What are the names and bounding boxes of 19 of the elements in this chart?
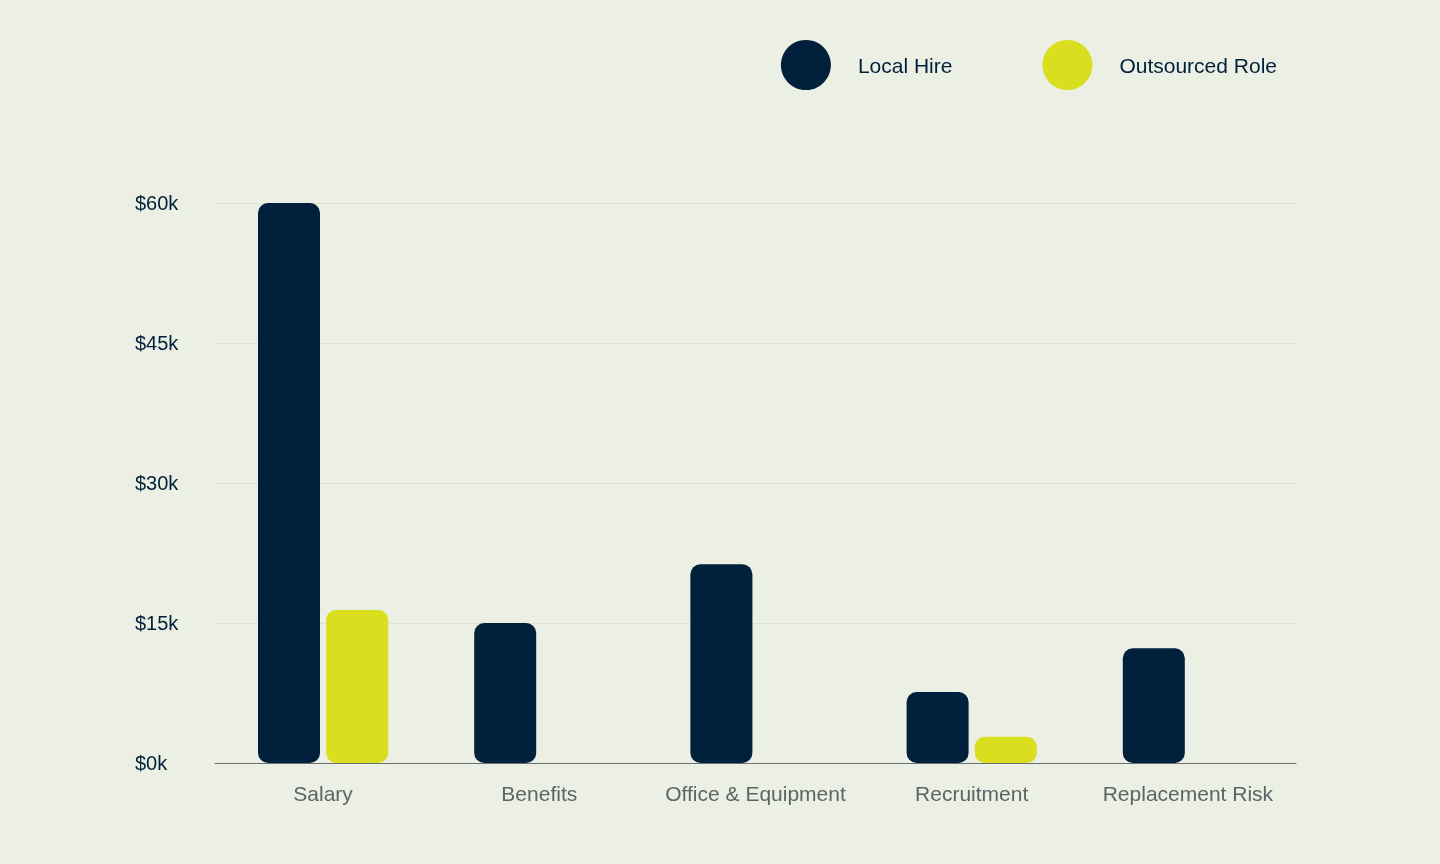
y-tick-label: $60k	[135, 192, 180, 214]
bar	[690, 564, 753, 763]
legend-label: Outsourced Role	[1119, 53, 1278, 77]
x-tick-label: Benefits	[501, 782, 578, 805]
y-tick-label: $45k	[135, 332, 180, 354]
x-tick-label: Salary	[293, 782, 354, 805]
bar	[974, 736, 1037, 763]
x-tick-label: Recruitment	[915, 782, 1029, 805]
legend-label: Local Hire	[857, 53, 953, 77]
bar	[258, 203, 320, 763]
y-tick-label: $0k	[135, 752, 169, 774]
bar	[1122, 648, 1185, 763]
bar	[906, 692, 969, 763]
y-tick-label: $30k	[135, 472, 180, 494]
y-tick-label: $15k	[135, 612, 180, 634]
bar	[326, 609, 389, 763]
bar	[474, 623, 537, 763]
x-tick-label: Replacement Risk	[1102, 782, 1274, 805]
x-tick-label: Office & Equipment	[665, 782, 846, 805]
